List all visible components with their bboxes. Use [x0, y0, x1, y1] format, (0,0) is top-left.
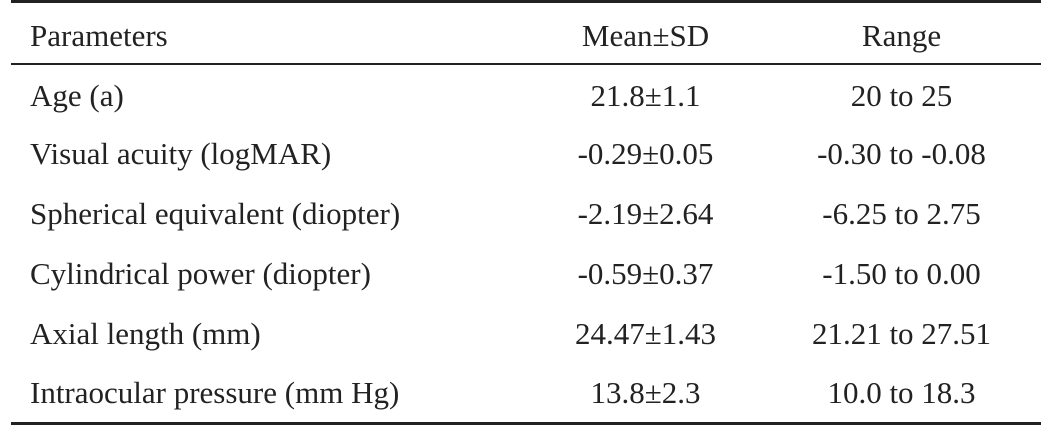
parameter-cell: Age (a) [30, 78, 124, 113]
table-row: Intraocular pressure (mm Hg) 13.8±2.3 10… [11, 363, 1041, 425]
parameter-cell: Intraocular pressure (mm Hg) [11, 363, 529, 425]
range-cell: 20 to 25 [850, 78, 953, 113]
table-row: Axial length (mm) 24.47±1.43 21.21 to 27… [11, 304, 1041, 364]
mean-sd-cell: -0.29±0.05 [577, 135, 714, 171]
table-row: Visual acuity (logMAR) -0.29±0.05 -0.30 … [11, 124, 1041, 184]
mean-sd-cell: -2.19±2.64 [577, 195, 714, 231]
mean-sd-cell: 24.47±1.43 [574, 315, 716, 351]
parameters-table-container: Parameters Mean±SD Range Age (a) 21.8±1.… [11, 0, 1041, 425]
range-cell: 10.0 to 18.3 [762, 363, 1041, 425]
header-range: Range [762, 0, 1041, 65]
header-mean-sd: Mean±SD [529, 0, 762, 65]
header-parameters: Parameters [11, 0, 529, 65]
parameter-cell: Axial length (mm) [30, 315, 261, 351]
range-cell: -1.50 to 0.00 [822, 255, 981, 291]
mean-sd-cell: 21.8±1.1 [590, 78, 701, 113]
table-row: Spherical equivalent (diopter) -2.19±2.6… [11, 184, 1041, 244]
table-row: Cylindrical power (diopter) -0.59±0.37 -… [11, 244, 1041, 304]
mean-sd-cell: 13.8±2.3 [529, 363, 762, 425]
parameter-cell: Visual acuity (logMAR) [30, 135, 332, 171]
mean-sd-cell: -0.59±0.37 [577, 255, 714, 291]
parameter-cell: Cylindrical power (diopter) [30, 255, 371, 291]
table-header-row: Parameters Mean±SD Range [11, 0, 1041, 65]
range-cell: -0.30 to -0.08 [817, 135, 986, 171]
range-cell: 21.21 to 27.51 [811, 315, 992, 351]
range-cell: -6.25 to 2.75 [822, 195, 981, 231]
table-row: Age (a) 21.8±1.1 20 to 25 [11, 64, 1041, 124]
parameter-cell: Spherical equivalent (diopter) [30, 195, 401, 231]
parameters-table: Parameters Mean±SD Range Age (a) 21.8±1.… [11, 0, 1041, 425]
